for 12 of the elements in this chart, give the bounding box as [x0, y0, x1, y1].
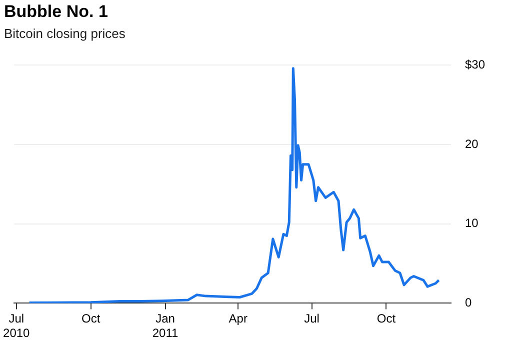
y-tick-label: 20	[464, 136, 479, 151]
x-tick-label: Oct	[376, 312, 396, 326]
x-tick-label: Jan 2011	[152, 312, 179, 340]
x-tick-label: Jul 2010	[3, 312, 30, 340]
y-tick-label: 0	[464, 296, 472, 310]
x-tick-label: Apr	[228, 312, 248, 326]
chart-subtitle: Bitcoin closing prices	[4, 26, 126, 41]
y-tick-label: 10	[464, 216, 479, 230]
y-tick-label: $30	[464, 58, 486, 72]
x-tick-label: Oct	[81, 312, 101, 326]
chart-title: Bubble No. 1	[4, 2, 108, 22]
x-tick-label: Jul	[304, 312, 320, 326]
